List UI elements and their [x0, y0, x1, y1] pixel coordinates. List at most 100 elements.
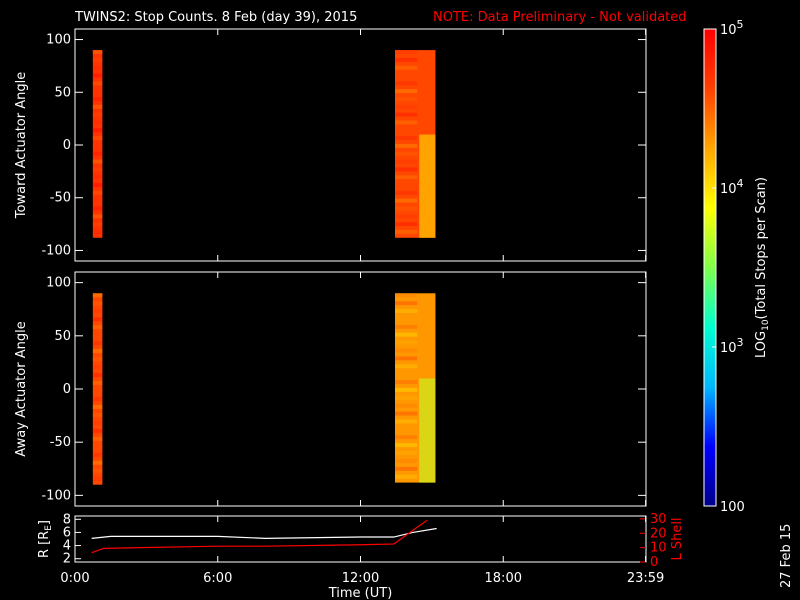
- y-tick-label: 0: [63, 138, 71, 153]
- heatmap-cell: [394, 143, 418, 148]
- heatmap-cell: [394, 380, 418, 384]
- heatmap-cell: [394, 340, 418, 345]
- heatmap-cell: [394, 198, 418, 203]
- heatmap-cell: [92, 198, 103, 203]
- panel-frame: [74, 28, 647, 262]
- colorbar-label: LOG10(Total Stops per Scan): [754, 177, 771, 358]
- heatmap-cell: [394, 81, 418, 86]
- heatmap-cell: [92, 50, 103, 55]
- heatmap-cell: [394, 458, 418, 463]
- heatmap-cell: [394, 324, 418, 329]
- x-tick-label: 23:59: [627, 571, 664, 586]
- heatmap-cell: [394, 419, 418, 424]
- heatmap-cell: [92, 293, 103, 298]
- colorbar-gradient: [704, 29, 716, 506]
- heatmap-cell: [394, 372, 418, 377]
- heatmap-cell: [92, 229, 103, 234]
- y-tick-label: -100: [41, 243, 71, 258]
- heatmap-cell: [394, 214, 418, 219]
- heatmap-cell: [394, 104, 418, 109]
- heatmap-cell: [92, 136, 103, 141]
- heatmap-cell: [92, 112, 103, 117]
- y-tick-label: -50: [50, 435, 71, 450]
- heatmap-cell: [92, 222, 103, 227]
- heatmap-cell: [92, 460, 103, 465]
- heatmap-cell: [92, 357, 103, 362]
- heatmap-cell: [92, 396, 103, 401]
- heatmap-cell: [92, 57, 103, 62]
- y-tick-label: 8: [63, 512, 71, 527]
- heatmap-cell: [92, 104, 103, 109]
- heatmap-cell: [394, 348, 418, 353]
- heatmap-cell: [394, 427, 418, 432]
- heatmap-cell: [92, 159, 103, 164]
- heatmap-cell: [394, 451, 418, 455]
- panel-frame: [74, 271, 647, 507]
- heatmap-cell: [394, 222, 418, 227]
- heatmap-cell: [92, 404, 103, 409]
- colorbar-frame: [703, 28, 717, 507]
- heatmap-cell: [92, 120, 103, 125]
- heatmap-cell: [92, 183, 103, 187]
- x-axis-label: Time (UT): [328, 586, 393, 600]
- heatmap-cell: [92, 97, 103, 101]
- heatmap-cell: [394, 411, 418, 416]
- heatmap-cell: [394, 403, 418, 408]
- heatmap-cell: [92, 389, 103, 393]
- heatmap-cell: [394, 443, 418, 448]
- radius-line: [91, 527, 437, 539]
- heatmap-cell: [92, 301, 103, 306]
- colorbar: 105 104 103 100 LOG10(Total Stops per Scan): [703, 18, 771, 515]
- heatmap-cell: [394, 229, 418, 234]
- heatmap-cell: [394, 73, 418, 78]
- y-tick-label: 6: [63, 525, 71, 540]
- heatmap-cell: [92, 373, 103, 378]
- y2-tick-label: 20: [650, 526, 667, 541]
- heatmap-cell: [92, 206, 103, 211]
- heatmap-cell: [92, 333, 103, 338]
- y-tick-label: -100: [41, 488, 71, 503]
- heatmap-cell: [92, 444, 103, 449]
- colorbar-tick-label: 104: [720, 177, 744, 197]
- heatmap-cell: [394, 293, 418, 298]
- y-tick-label: 2: [63, 552, 71, 567]
- heatmap-cell: [92, 420, 103, 425]
- heatmap-cell: [394, 466, 418, 471]
- heatmap-cell: [394, 167, 418, 172]
- heatmap-cell: [92, 468, 103, 473]
- heatmap-cell: [394, 395, 418, 400]
- heatmap-cell: [394, 332, 418, 337]
- heatmap-cell: [394, 316, 418, 321]
- lshell-line: [91, 519, 428, 554]
- heatmap-cell: [394, 65, 418, 70]
- heatmap-cell: [92, 349, 103, 354]
- heatmap-cell: [419, 134, 436, 238]
- heatmap-cell: [92, 476, 103, 481]
- y-tick-label: 100: [46, 276, 71, 291]
- x-tick-label: 12:00: [342, 571, 379, 586]
- y-axis-label: R [RE]: [37, 520, 54, 558]
- heatmap-cell: [92, 151, 103, 156]
- heatmap-cell: [394, 474, 418, 479]
- heatmap-cell: [92, 128, 103, 133]
- heatmap-cell: [394, 159, 418, 164]
- heatmap-cell: [394, 190, 418, 195]
- heatmap-panel: 100 50 0 -50 -100 Toward Actuator Angle: [14, 28, 647, 262]
- heatmap-cell: [92, 190, 103, 195]
- heatmap-cell: [92, 317, 103, 322]
- y-tick-label: -50: [50, 191, 71, 206]
- heatmap-cell: [394, 435, 418, 440]
- x-tick-label: 0:00: [60, 571, 89, 586]
- heatmap-cell: [394, 387, 418, 392]
- x-tick-label: 18:00: [485, 571, 522, 586]
- y-tick-label: 0: [63, 382, 71, 397]
- colorbar-tick-label: 103: [720, 336, 744, 356]
- heatmap-cell: [92, 325, 103, 330]
- panel-frame: [74, 515, 647, 563]
- heatmap-cell: [92, 365, 103, 370]
- heatmap-cell: [92, 143, 103, 148]
